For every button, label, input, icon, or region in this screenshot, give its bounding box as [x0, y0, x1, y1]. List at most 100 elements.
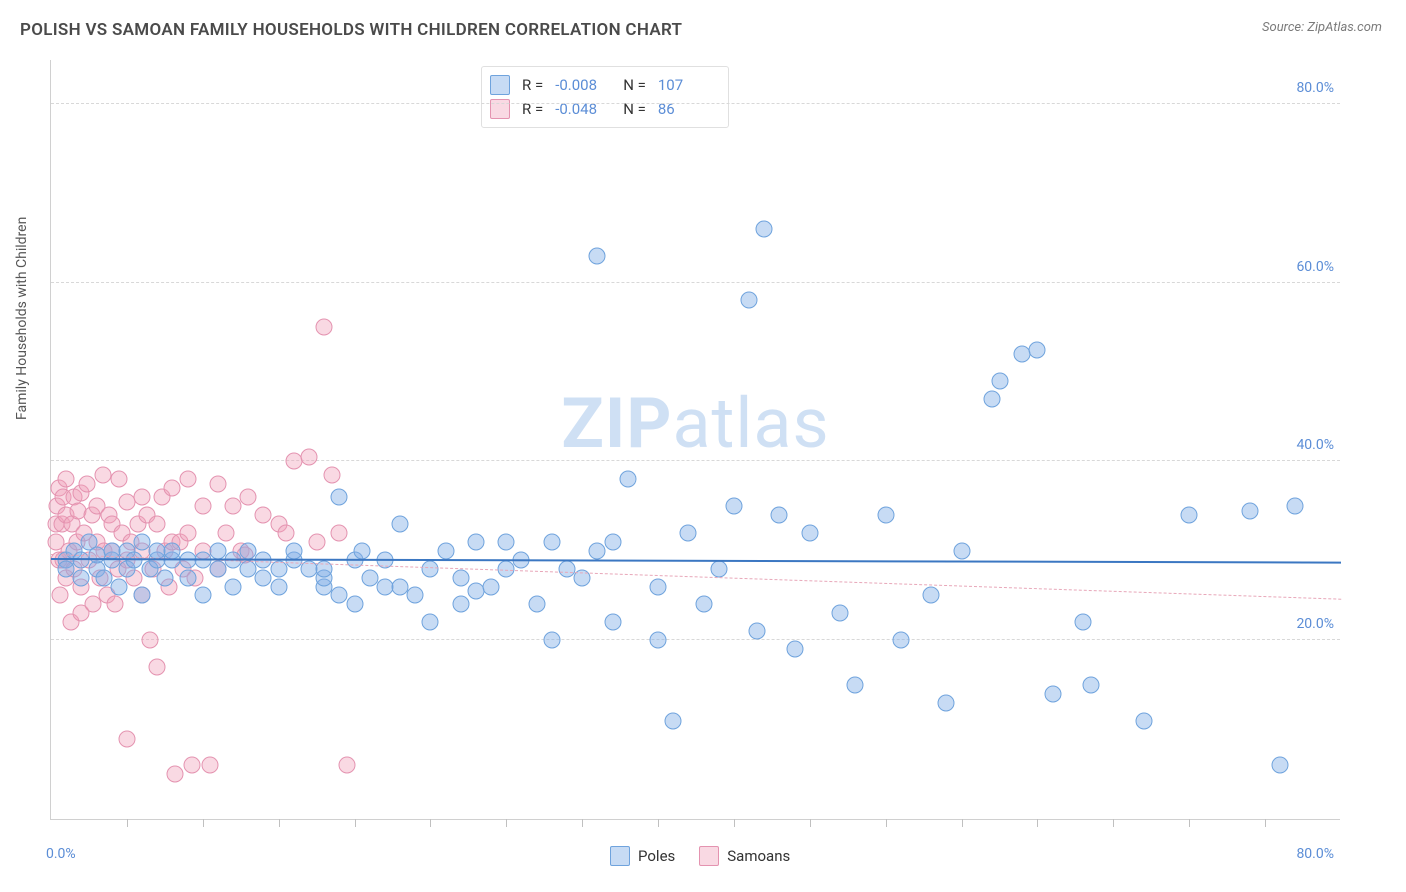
point-samoans: [316, 319, 333, 336]
point-poles: [953, 542, 970, 559]
x-tick: [1113, 819, 1114, 827]
point-samoans: [167, 766, 184, 783]
legend-swatch-poles-icon: [610, 846, 630, 866]
point-samoans: [141, 632, 158, 649]
chart-title: POLISH VS SAMOAN FAMILY HOUSEHOLDS WITH …: [20, 20, 682, 40]
point-poles: [543, 632, 560, 649]
point-samoans: [301, 448, 318, 465]
point-samoans: [308, 533, 325, 550]
point-poles: [1044, 685, 1061, 702]
series-legend: Poles Samoans: [610, 846, 790, 866]
point-poles: [991, 372, 1008, 389]
point-poles: [270, 578, 287, 595]
point-poles: [452, 596, 469, 613]
point-samoans: [111, 471, 128, 488]
plot-region: ZIPatlas R = -0.008 N = 107 R = -0.048 N…: [50, 60, 1340, 820]
gridline: [51, 103, 1340, 104]
point-poles: [422, 614, 439, 631]
point-poles: [756, 220, 773, 237]
point-samoans: [194, 498, 211, 515]
point-poles: [665, 712, 682, 729]
point-poles: [467, 533, 484, 550]
x-tick: [734, 819, 735, 827]
y-tick-label: 20.0%: [1296, 616, 1334, 632]
x-tick: [582, 819, 583, 827]
point-poles: [354, 542, 371, 559]
point-poles: [589, 247, 606, 264]
stats-legend: R = -0.008 N = 107 R = -0.048 N = 86: [481, 66, 729, 128]
point-samoans: [184, 757, 201, 774]
y-axis-label: Family Households with Children: [14, 217, 30, 420]
point-poles: [771, 507, 788, 524]
point-poles: [285, 542, 302, 559]
point-poles: [1029, 341, 1046, 358]
point-poles: [543, 533, 560, 550]
point-samoans: [225, 498, 242, 515]
point-poles: [710, 560, 727, 577]
legend-item-poles: Poles: [610, 846, 675, 866]
point-poles: [748, 623, 765, 640]
gridline: [51, 282, 1340, 283]
point-poles: [923, 587, 940, 604]
point-poles: [1272, 757, 1289, 774]
point-poles: [1082, 676, 1099, 693]
point-poles: [1287, 498, 1304, 515]
x-tick: [430, 819, 431, 827]
y-tick-label: 80.0%: [1296, 80, 1334, 96]
point-poles: [725, 498, 742, 515]
point-poles: [589, 542, 606, 559]
x-tick: [1265, 819, 1266, 827]
stats-row-poles: R = -0.008 N = 107: [490, 73, 714, 97]
point-samoans: [52, 587, 69, 604]
point-poles: [1241, 502, 1258, 519]
point-poles: [111, 578, 128, 595]
point-poles: [134, 587, 151, 604]
point-samoans: [79, 475, 96, 492]
point-samoans: [179, 471, 196, 488]
x-tick: [506, 819, 507, 827]
point-poles: [331, 489, 348, 506]
point-poles: [650, 578, 667, 595]
point-poles: [156, 569, 173, 586]
point-poles: [695, 596, 712, 613]
point-poles: [498, 533, 515, 550]
point-samoans: [149, 659, 166, 676]
x-tick: [1037, 819, 1038, 827]
point-poles: [225, 578, 242, 595]
chart-area: ZIPatlas R = -0.008 N = 107 R = -0.048 N…: [50, 60, 1390, 830]
point-poles: [619, 471, 636, 488]
point-poles: [407, 587, 424, 604]
point-poles: [847, 676, 864, 693]
point-poles: [179, 569, 196, 586]
point-poles: [604, 614, 621, 631]
watermark: ZIPatlas: [561, 383, 829, 465]
point-poles: [1135, 712, 1152, 729]
x-tick: [810, 819, 811, 827]
x-tick: [658, 819, 659, 827]
point-poles: [346, 596, 363, 613]
point-samoans: [331, 524, 348, 541]
gridline: [51, 639, 1340, 640]
gridline: [51, 460, 1340, 461]
point-poles: [832, 605, 849, 622]
point-poles: [938, 694, 955, 711]
point-poles: [73, 569, 90, 586]
point-poles: [877, 507, 894, 524]
x-tick: [886, 819, 887, 827]
y-tick-label: 40.0%: [1296, 437, 1334, 453]
point-samoans: [338, 757, 355, 774]
point-poles: [604, 533, 621, 550]
x-tick: [127, 819, 128, 827]
point-poles: [1075, 614, 1092, 631]
point-samoans: [209, 475, 226, 492]
point-poles: [983, 390, 1000, 407]
point-samoans: [323, 466, 340, 483]
point-poles: [680, 524, 697, 541]
point-samoans: [202, 757, 219, 774]
x-tick: [1189, 819, 1190, 827]
swatch-poles-icon: [490, 75, 510, 95]
x-axis-max-label: 80.0%: [1296, 846, 1334, 862]
legend-swatch-samoans-icon: [699, 846, 719, 866]
point-samoans: [164, 480, 181, 497]
y-tick-label: 60.0%: [1296, 259, 1334, 275]
